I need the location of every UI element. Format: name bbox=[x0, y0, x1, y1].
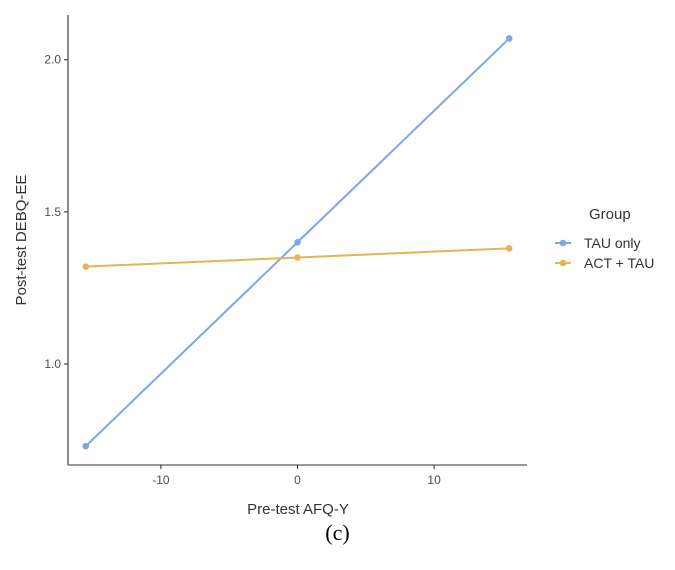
x-axis: -10 0 10 bbox=[68, 465, 527, 487]
data-point-0-0 bbox=[82, 443, 89, 450]
line-chart: -10 0 10 1.0 1.5 2.0 Pre-test AFQ-Y Post-tes… bbox=[0, 0, 675, 520]
legend-key-point bbox=[560, 260, 567, 267]
legend: Group TAU only ACT + TAU bbox=[555, 206, 654, 271]
plot-area bbox=[82, 35, 512, 449]
x-tick-label: 0 bbox=[294, 473, 301, 487]
data-point-0-2 bbox=[506, 35, 513, 42]
legend-label: TAU only bbox=[584, 235, 641, 251]
x-tick-label: 10 bbox=[427, 473, 441, 487]
data-point-0-1 bbox=[294, 239, 301, 246]
data-point-1-1 bbox=[294, 254, 301, 261]
data-point-1-2 bbox=[506, 245, 513, 252]
data-point-1-0 bbox=[82, 263, 89, 270]
legend-title: Group bbox=[589, 206, 631, 223]
x-axis-title: Pre-test AFQ-Y bbox=[247, 501, 349, 518]
y-axis: 1.0 1.5 2.0 bbox=[44, 15, 68, 465]
legend-key-point bbox=[560, 240, 567, 247]
y-tick-label: 1.0 bbox=[44, 357, 61, 371]
y-axis-title: Post-test DEBQ-EE bbox=[13, 175, 30, 306]
x-tick-label: -10 bbox=[152, 473, 170, 487]
y-tick-label: 1.5 bbox=[44, 205, 61, 219]
legend-label: ACT + TAU bbox=[584, 255, 654, 271]
y-tick-label: 2.0 bbox=[44, 53, 61, 67]
figure-caption: (c) bbox=[0, 520, 675, 546]
